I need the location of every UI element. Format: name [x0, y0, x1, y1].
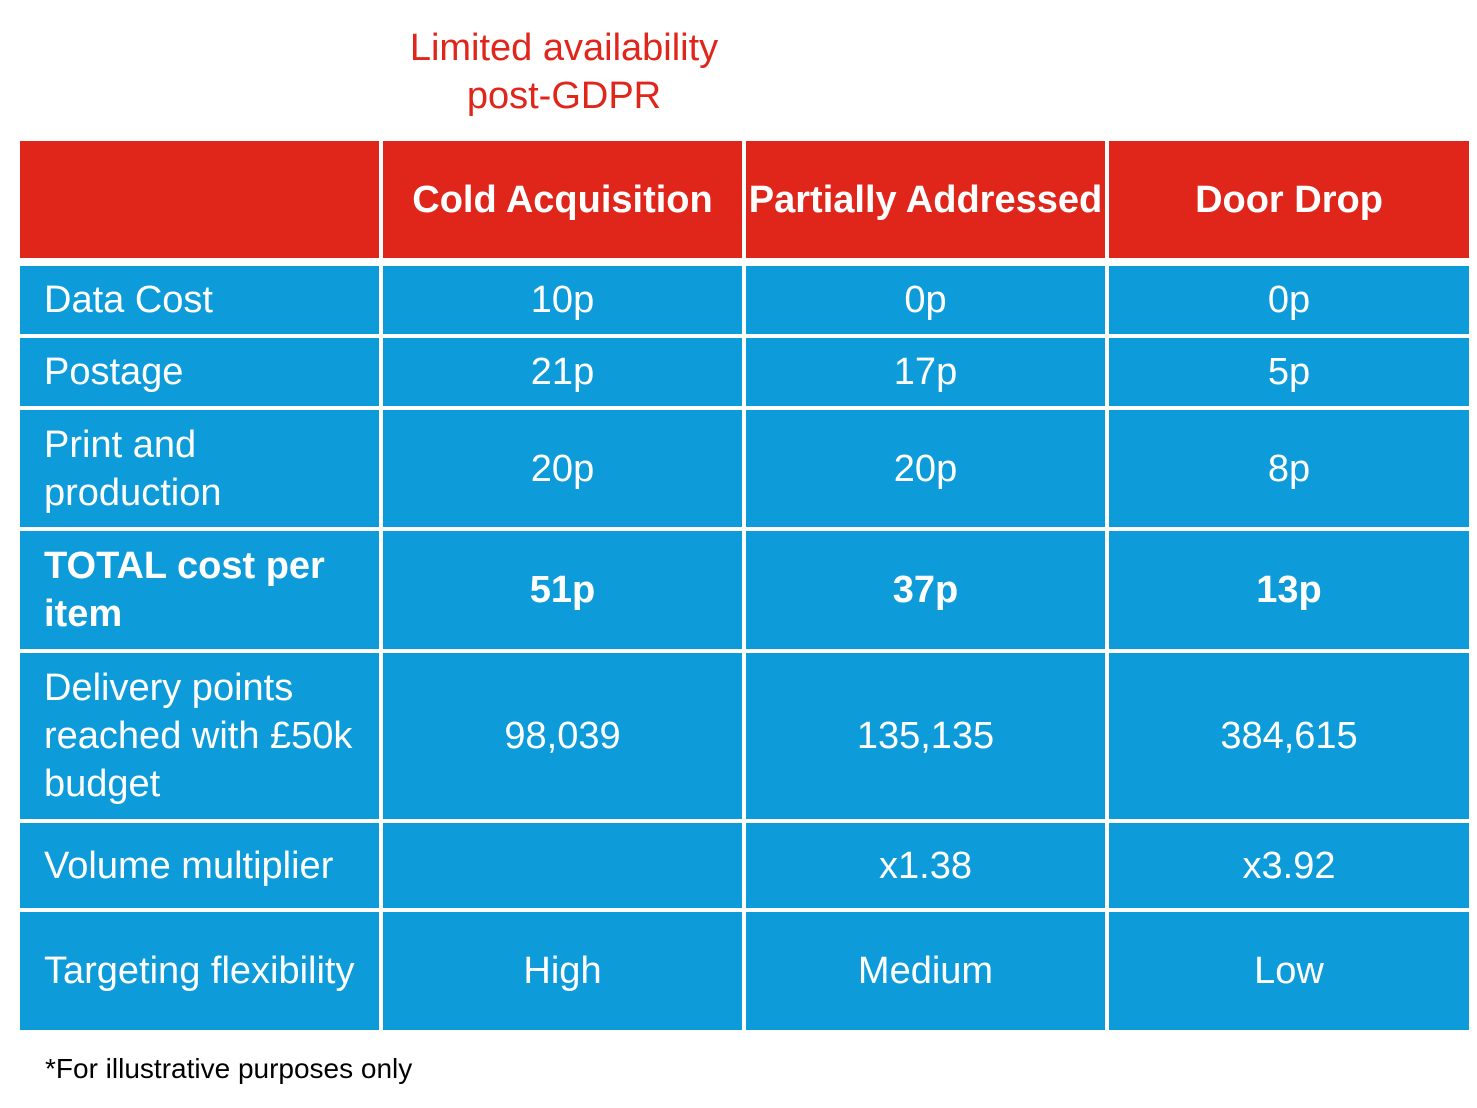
- cell-door-drop: 8p: [1109, 410, 1469, 527]
- cell-partially-addressed: Medium: [746, 912, 1105, 1030]
- cell-cold-acquisition: 10p: [383, 266, 742, 334]
- row-label: Delivery points reached with £50k budget: [20, 653, 379, 819]
- row-label: Data Cost: [20, 266, 379, 334]
- cell-door-drop: 5p: [1109, 338, 1469, 406]
- header-empty-cell: [20, 141, 379, 258]
- table-header-row: Cold Acquisition Partially Addressed Doo…: [20, 141, 1469, 258]
- cell-cold-acquisition: 51p: [383, 531, 742, 649]
- cell-door-drop: 13p: [1109, 531, 1469, 649]
- cell-cold-acquisition: 21p: [383, 338, 742, 406]
- row-label: TOTAL cost per item: [20, 531, 379, 649]
- row-label: Postage: [20, 338, 379, 406]
- header-partially-addressed: Partially Addressed: [746, 141, 1105, 258]
- table-row-delivery-points: Delivery points reached with £50k budget…: [20, 653, 1469, 819]
- cell-partially-addressed: 135,135: [746, 653, 1105, 819]
- row-label: Targeting flexibility: [20, 912, 379, 1030]
- header-cold-acquisition: Cold Acquisition: [383, 141, 742, 258]
- table-row-volume-multiplier: Volume multiplier x1.38 x3.92: [20, 823, 1469, 908]
- note-limited-availability: Limited availability post-GDPR: [409, 27, 719, 117]
- row-label: Volume multiplier: [20, 823, 379, 908]
- cell-cold-acquisition: [383, 823, 742, 908]
- cell-partially-addressed: x1.38: [746, 823, 1105, 908]
- cell-door-drop: 0p: [1109, 266, 1469, 334]
- header-door-drop: Door Drop: [1109, 141, 1469, 258]
- cell-door-drop: 384,615: [1109, 653, 1469, 819]
- table-row-targeting-flexibility: Targeting flexibility High Medium Low: [20, 912, 1469, 1030]
- cell-partially-addressed: 17p: [746, 338, 1105, 406]
- table-row-data-cost: Data Cost 10p 0p 0p: [20, 266, 1469, 334]
- cell-cold-acquisition: 98,039: [383, 653, 742, 819]
- cell-door-drop: x3.92: [1109, 823, 1469, 908]
- cost-comparison-table: Cold Acquisition Partially Addressed Doo…: [20, 141, 1469, 1030]
- footnote: *For illustrative purposes only: [45, 1053, 413, 1084]
- cell-cold-acquisition: 20p: [383, 410, 742, 527]
- row-label: Print and production: [20, 410, 379, 527]
- cell-partially-addressed: 0p: [746, 266, 1105, 334]
- table-row-total-cost: TOTAL cost per item 51p 37p 13p: [20, 531, 1469, 649]
- table-row-postage: Postage 21p 17p 5p: [20, 338, 1469, 406]
- cell-partially-addressed: 37p: [746, 531, 1105, 649]
- table-row-print-production: Print and production 20p 20p 8p: [20, 410, 1469, 527]
- cell-cold-acquisition: High: [383, 912, 742, 1030]
- cell-partially-addressed: 20p: [746, 410, 1105, 527]
- cell-door-drop: Low: [1109, 912, 1469, 1030]
